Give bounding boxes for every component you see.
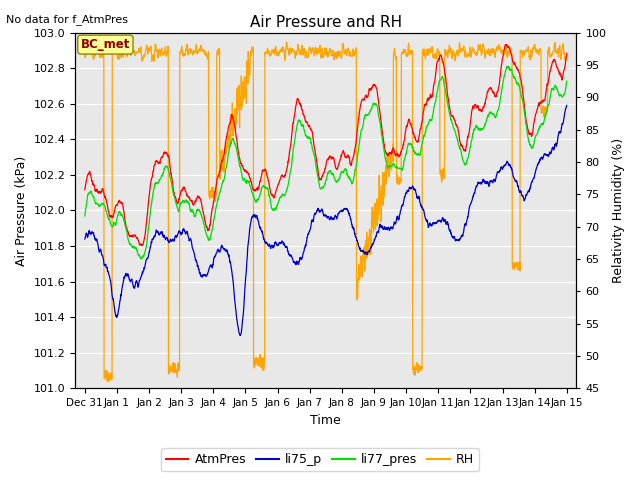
Y-axis label: Relativity Humidity (%): Relativity Humidity (%)	[612, 138, 625, 283]
Text: No data for f_AtmPres: No data for f_AtmPres	[6, 14, 129, 25]
X-axis label: Time: Time	[310, 414, 341, 427]
Title: Air Pressure and RH: Air Pressure and RH	[250, 15, 402, 30]
Text: BC_met: BC_met	[81, 38, 130, 51]
Y-axis label: Air Pressure (kPa): Air Pressure (kPa)	[15, 156, 28, 265]
Legend: AtmPres, li75_p, li77_pres, RH: AtmPres, li75_p, li77_pres, RH	[161, 448, 479, 471]
